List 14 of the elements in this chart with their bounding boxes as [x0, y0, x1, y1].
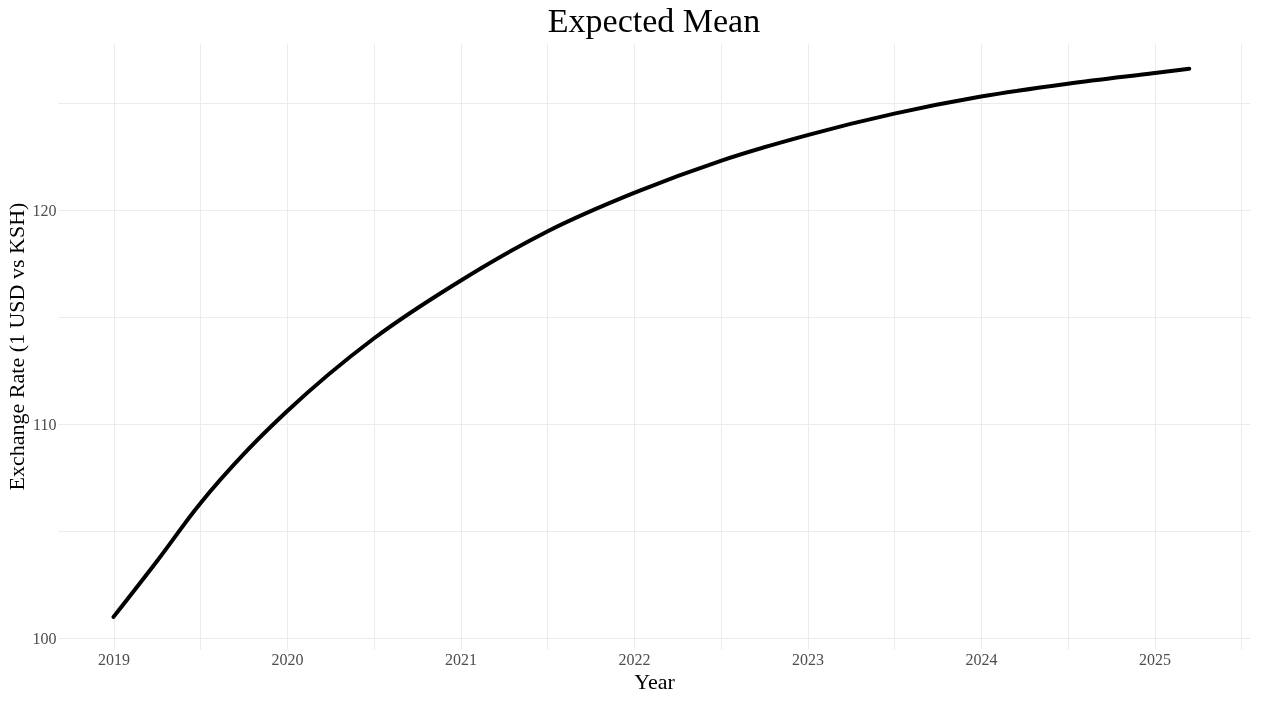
x-tick-label: 2019	[98, 650, 131, 668]
x-axis-title: Year	[634, 668, 676, 694]
chart-title: Expected Mean	[547, 2, 761, 39]
line-series	[111, 66, 1192, 619]
y-tick-label: 110	[33, 415, 57, 433]
y-tick-label: 120	[32, 201, 57, 219]
x-tick-label: 2023	[792, 650, 825, 668]
x-tick-label: 2024	[965, 650, 998, 668]
x-tick-label: 2025	[1139, 650, 1172, 668]
y-axis-title: Exchange Rate (1 USD vs KSH)	[3, 202, 29, 491]
x-tick-label: 2022	[618, 650, 651, 668]
x-tick-label: 2020	[271, 650, 304, 668]
y-tick-label: 100	[32, 629, 57, 647]
x-tick-label: 2021	[445, 650, 478, 668]
